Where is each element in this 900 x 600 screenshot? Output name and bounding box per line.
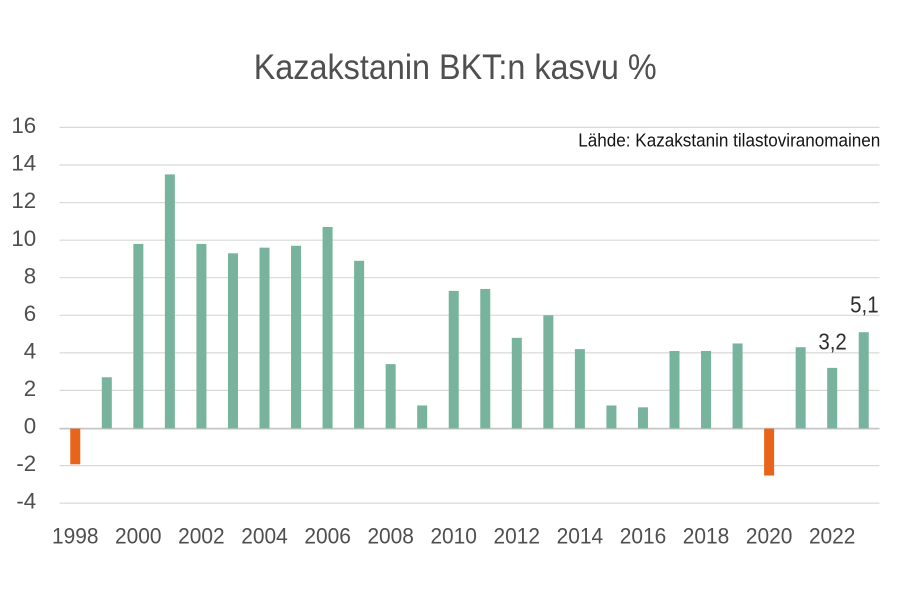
svg-text:6: 6 <box>24 301 36 326</box>
svg-text:2016: 2016 <box>620 523 667 548</box>
svg-text:5,1: 5,1 <box>850 291 879 317</box>
svg-text:Kazakstanin BKT:n kasvu %: Kazakstanin BKT:n kasvu % <box>254 48 657 87</box>
svg-text:2020: 2020 <box>746 523 793 548</box>
svg-text:2006: 2006 <box>304 523 351 548</box>
svg-text:0: 0 <box>24 414 36 439</box>
svg-text:Lähde: Kazakstanin tilastovira: Lähde: Kazakstanin tilastoviranomainen <box>578 131 880 151</box>
svg-text:16: 16 <box>11 113 36 138</box>
svg-text:-2: -2 <box>16 451 36 476</box>
svg-text:2014: 2014 <box>557 523 604 548</box>
svg-text:2008: 2008 <box>367 523 414 548</box>
svg-text:2: 2 <box>24 376 36 401</box>
svg-text:1998: 1998 <box>52 523 99 548</box>
svg-text:2018: 2018 <box>683 523 730 548</box>
svg-text:8: 8 <box>24 263 36 288</box>
svg-text:2000: 2000 <box>115 523 162 548</box>
svg-text:2004: 2004 <box>241 523 288 548</box>
svg-text:14: 14 <box>11 151 36 176</box>
svg-text:4: 4 <box>24 339 36 364</box>
svg-text:2010: 2010 <box>430 523 477 548</box>
svg-text:2012: 2012 <box>494 523 541 548</box>
svg-text:2022: 2022 <box>809 523 856 548</box>
svg-text:2002: 2002 <box>178 523 225 548</box>
svg-text:-4: -4 <box>16 489 36 514</box>
svg-text:10: 10 <box>11 226 36 251</box>
svg-text:12: 12 <box>11 188 36 213</box>
svg-text:3,2: 3,2 <box>818 329 847 355</box>
